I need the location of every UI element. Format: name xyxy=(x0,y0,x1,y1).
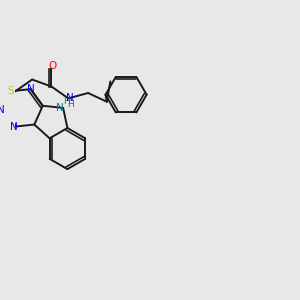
Text: O: O xyxy=(49,61,57,71)
Text: H: H xyxy=(64,97,70,106)
Text: H: H xyxy=(67,100,74,109)
Text: N: N xyxy=(0,105,4,115)
Text: N: N xyxy=(66,93,74,103)
Text: N: N xyxy=(56,103,63,113)
Text: N: N xyxy=(27,84,34,94)
Text: N: N xyxy=(10,122,18,132)
Text: S: S xyxy=(7,86,14,96)
